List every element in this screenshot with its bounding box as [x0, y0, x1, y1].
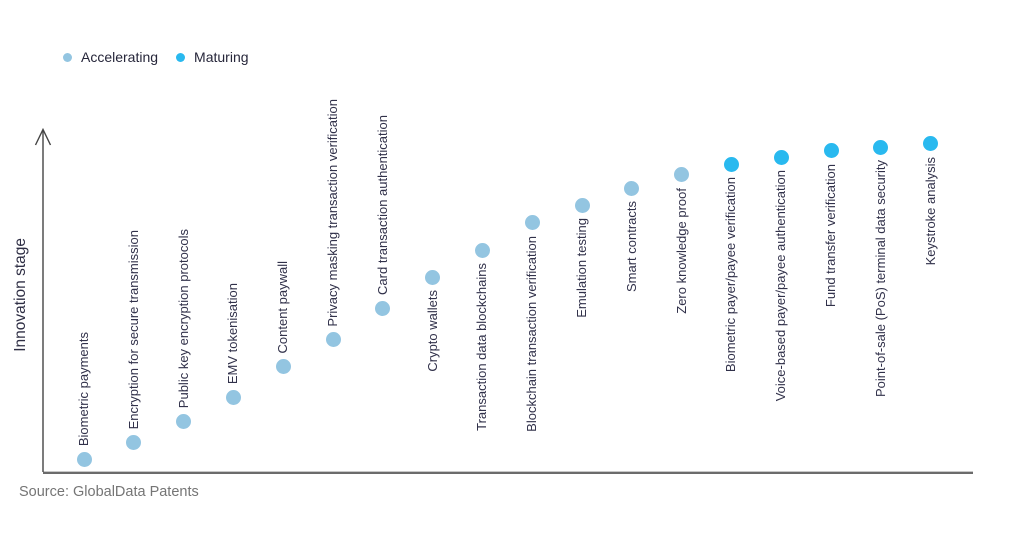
data-point [624, 180, 640, 196]
data-point [176, 414, 192, 430]
data-point-label: Blockchain transaction verification [524, 235, 540, 432]
data-point-label: Content paywall [275, 261, 291, 354]
data-point [76, 451, 92, 467]
data-point [325, 331, 341, 347]
data-point [574, 197, 590, 213]
data-point [375, 300, 391, 316]
data-point-label: Biometric payments [76, 332, 91, 447]
data-point [524, 215, 540, 231]
data-point-label: Public key encryption protocols [175, 229, 191, 409]
y-axis-arrow-icon [34, 127, 52, 146]
data-point [873, 139, 889, 155]
data-point-label: Fund transfer verification [823, 163, 838, 307]
data-point-label: Encryption for secure transmission [125, 229, 141, 430]
data-point [225, 390, 241, 406]
legend-item-maturing: Maturing [176, 49, 249, 65]
legend-item-accelerating: Accelerating [63, 49, 158, 65]
data-point-label: Point-of-sale (PoS) terminal data securi… [872, 160, 888, 398]
data-point [674, 167, 690, 183]
data-point-label: Smart contracts [623, 201, 639, 293]
source-note: Source: GlobalData Patents [19, 484, 199, 500]
data-point-label: Biometric payer/payee verification [723, 177, 739, 373]
data-point [723, 156, 739, 172]
data-point [275, 359, 291, 375]
data-point-label: Crypto wallets [424, 290, 440, 373]
data-point-label: Transaction data blockchains [474, 263, 490, 431]
data-point [773, 149, 789, 165]
data-point-label: Zero knowledge proof [673, 187, 689, 314]
legend-dot-icon [176, 52, 186, 62]
data-point-label: Voice-based payer/payee authentication [773, 170, 789, 402]
data-point [823, 143, 839, 159]
legend-item-label: Maturing [194, 49, 249, 65]
data-point-label: Card transaction authentication [374, 115, 390, 296]
data-point-label: EMV tokenisation [225, 283, 241, 385]
data-point [425, 269, 441, 285]
legend-item-label: Accelerating [81, 49, 159, 65]
data-point-label: Privacy masking transaction verification [325, 98, 340, 327]
data-point [474, 242, 490, 258]
y-axis-label: Innovation stage [12, 238, 29, 352]
data-point-label: Keystroke analysis [922, 156, 938, 266]
data-point [126, 434, 142, 450]
legend-dot-icon [63, 52, 72, 62]
data-point-label: Emulation testing [574, 218, 589, 319]
data-point [923, 136, 939, 152]
legend: Accelerating Maturing [63, 49, 249, 65]
